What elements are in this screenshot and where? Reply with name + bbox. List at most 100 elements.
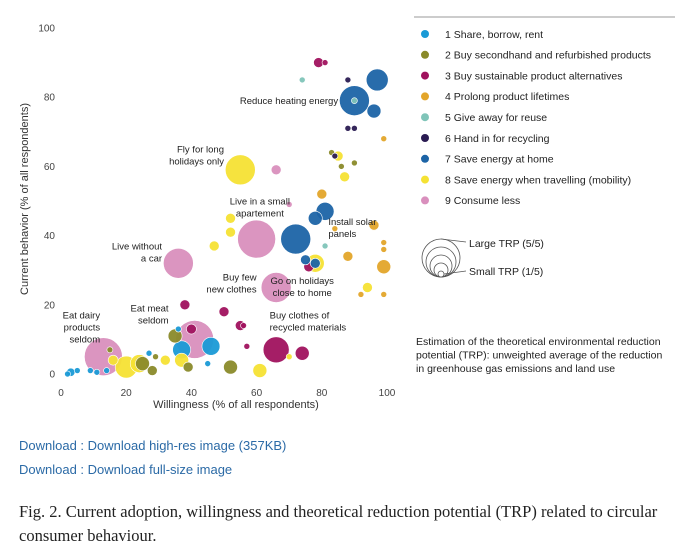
data-point xyxy=(243,343,251,350)
note-line: Estimation of the theoretical environmen… xyxy=(416,336,661,348)
data-point xyxy=(146,365,158,376)
size-legend-small: Small TRP (1/5) xyxy=(469,266,543,278)
data-point xyxy=(93,368,101,376)
legend-label: 1 Share, borrow, rent xyxy=(445,29,543,41)
y-tick-label: 20 xyxy=(44,300,56,311)
size-legend-circle xyxy=(433,262,449,278)
data-point xyxy=(368,219,380,231)
chart-axes: 0 20 40 60 80 100 0 20 40 60 80 100 Willingness (% o… xyxy=(19,24,396,412)
x-tick-label: 0 xyxy=(58,388,64,399)
legend-swatch xyxy=(421,196,429,205)
size-legend-circle xyxy=(437,270,445,278)
data-point xyxy=(351,125,358,132)
data-point xyxy=(163,247,194,279)
data-point xyxy=(64,370,71,378)
chart-legend: 1 Share, borrow, rent 2 Buy secondhand an… xyxy=(421,29,651,207)
data-point xyxy=(331,152,339,160)
x-tick-label: 80 xyxy=(316,388,328,399)
legend-swatch xyxy=(421,30,429,38)
data-point xyxy=(152,353,159,361)
data-point xyxy=(260,272,292,303)
data-point xyxy=(351,159,358,167)
data-point xyxy=(225,213,236,224)
legend-label: 7 Save energy at home xyxy=(445,154,554,166)
trp-note: Estimation of the theoretical environmen… xyxy=(416,336,662,375)
note-line: potential (TRP): unweighted average of t… xyxy=(416,350,662,362)
download-high-res-link[interactable]: Download : Download high-res image (357K… xyxy=(19,438,287,453)
legend-label: 2 Buy secondhand and refurbished product… xyxy=(445,50,651,62)
data-point xyxy=(285,353,293,361)
point-annotation: Buy clothes of recycled materials xyxy=(270,311,347,334)
x-axis-label: Willingness (% of all respondents) xyxy=(153,399,319,411)
data-point xyxy=(307,211,323,226)
data-point xyxy=(344,125,352,132)
data-point xyxy=(339,171,350,183)
y-axis-label: Current behavior (% of all respondents) xyxy=(19,103,31,295)
data-point xyxy=(262,336,290,364)
data-point xyxy=(179,299,191,311)
data-point xyxy=(225,154,256,186)
data-point xyxy=(362,282,373,293)
point-annotation: Fly for long holidays only xyxy=(169,145,224,168)
note-line: in greenhouse gas emissions and land use xyxy=(416,363,615,375)
data-point xyxy=(87,367,94,374)
data-point xyxy=(321,242,329,250)
data-point xyxy=(186,323,197,335)
download-full-size-link[interactable]: Download : Download full-size image xyxy=(19,462,233,477)
legend-swatch xyxy=(421,175,429,184)
data-point xyxy=(280,223,312,255)
point-annotation: Reduce heating energy xyxy=(240,96,338,107)
data-point xyxy=(344,76,352,84)
data-point xyxy=(342,251,354,262)
chart-annotations: Reduce heating energy Fly for long holiday… xyxy=(63,96,377,346)
data-point xyxy=(380,246,388,253)
y-tick-label: 0 xyxy=(49,370,55,381)
data-point xyxy=(107,354,119,366)
x-tick-label: 100 xyxy=(379,388,396,399)
point-annotation: Live without a car xyxy=(112,241,163,264)
point-annotation: Live in a small apartement xyxy=(230,196,290,219)
data-point xyxy=(298,76,306,84)
data-point xyxy=(252,363,268,378)
x-tick-label: 40 xyxy=(186,388,198,399)
data-point xyxy=(294,345,310,361)
data-point xyxy=(309,257,321,269)
legend-label: 6 Hand in for recycling xyxy=(445,133,550,145)
size-legend: Large TRP (5/5) Small TRP (1/5) xyxy=(421,238,544,278)
data-point xyxy=(175,325,182,333)
point-annotation: Install solar panels xyxy=(328,217,376,240)
data-point xyxy=(201,337,221,356)
data-point xyxy=(321,59,329,66)
x-tick-label: 20 xyxy=(121,388,133,399)
data-point xyxy=(182,361,194,373)
y-tick-label: 100 xyxy=(38,24,55,35)
point-annotation: Buy few new clothes xyxy=(206,273,256,296)
data-point xyxy=(380,239,388,246)
point-annotation: Eat meat seldom xyxy=(131,304,169,327)
data-point xyxy=(223,359,238,375)
legend-label: 9 Consume less xyxy=(445,195,520,207)
data-point xyxy=(160,354,171,366)
data-point xyxy=(237,219,276,259)
data-point xyxy=(331,225,339,232)
size-legend-large: Large TRP (5/5) xyxy=(469,238,544,250)
data-point xyxy=(380,135,388,143)
data-point xyxy=(380,291,388,298)
data-point xyxy=(316,188,328,200)
legend-label: 5 Give away for reuse xyxy=(445,112,547,124)
legend-swatch xyxy=(421,154,429,163)
data-point xyxy=(145,349,153,357)
data-point xyxy=(351,97,358,104)
data-point xyxy=(204,360,211,367)
data-point xyxy=(103,367,110,374)
figure-caption: Fig. 2. Current adoption, willingness an… xyxy=(19,502,658,545)
legend-swatch xyxy=(421,50,429,59)
legend-swatch xyxy=(421,92,429,101)
data-point xyxy=(376,259,392,275)
point-annotation: Eat dairy products seldom xyxy=(63,311,101,346)
legend-swatch xyxy=(421,134,429,142)
data-point xyxy=(225,226,236,238)
data-point xyxy=(208,240,220,252)
legend-label: 8 Save energy when travelling (mobility) xyxy=(445,174,631,186)
scatter-chart: 0 20 40 60 80 100 0 20 40 60 80 100 Willingness (% o… xyxy=(19,16,675,412)
